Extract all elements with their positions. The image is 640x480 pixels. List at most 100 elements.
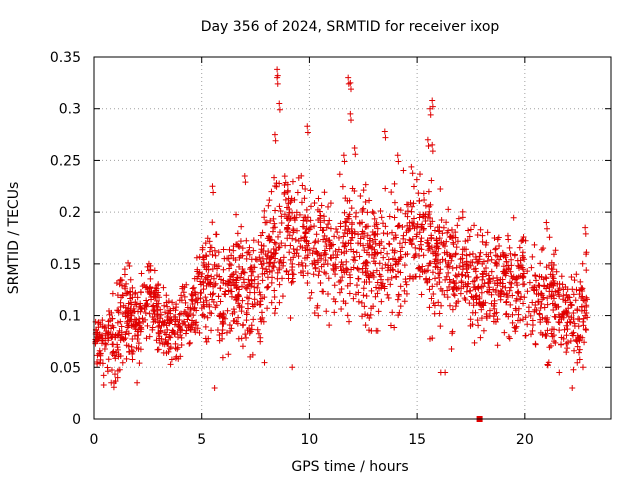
data-point bbox=[197, 295, 204, 302]
data-point bbox=[360, 292, 367, 299]
data-point bbox=[325, 221, 332, 228]
data-point bbox=[139, 283, 146, 290]
y-tick-label: 0.35 bbox=[50, 50, 81, 66]
data-point bbox=[257, 316, 264, 323]
data-point bbox=[579, 364, 586, 371]
data-point bbox=[111, 371, 118, 378]
data-point bbox=[563, 340, 570, 347]
data-point bbox=[283, 268, 290, 275]
data-point bbox=[479, 238, 486, 245]
data-point bbox=[243, 255, 250, 262]
data-point bbox=[427, 220, 434, 227]
data-point bbox=[509, 292, 516, 299]
data-point bbox=[397, 207, 404, 214]
data-point bbox=[209, 219, 216, 226]
data-point bbox=[366, 327, 373, 334]
data-point bbox=[357, 235, 364, 242]
data-point bbox=[482, 264, 489, 271]
data-point bbox=[248, 256, 255, 263]
data-point bbox=[410, 254, 417, 261]
data-point bbox=[303, 218, 310, 225]
data-point bbox=[462, 272, 469, 279]
data-point bbox=[470, 296, 477, 303]
data-point bbox=[445, 283, 452, 290]
data-point bbox=[191, 304, 198, 311]
data-point bbox=[488, 300, 495, 307]
data-point bbox=[559, 281, 566, 288]
data-point bbox=[516, 244, 523, 251]
data-point bbox=[341, 229, 348, 236]
data-point bbox=[123, 280, 130, 287]
data-point bbox=[574, 315, 581, 322]
data-point bbox=[300, 217, 307, 224]
data-point bbox=[129, 284, 136, 291]
data-point bbox=[226, 280, 233, 287]
data-point bbox=[467, 316, 474, 323]
data-point bbox=[335, 234, 342, 241]
data-point bbox=[583, 267, 590, 274]
data-point bbox=[379, 280, 386, 287]
data-point bbox=[317, 280, 324, 287]
data-point bbox=[491, 235, 498, 242]
data-point bbox=[322, 251, 329, 258]
y-tick-label: 0 bbox=[72, 412, 81, 428]
data-point bbox=[492, 252, 499, 259]
data-point bbox=[409, 235, 416, 242]
data-point bbox=[115, 307, 122, 314]
data-point bbox=[310, 271, 317, 278]
data-point bbox=[379, 265, 386, 272]
data-point bbox=[352, 213, 359, 220]
data-point bbox=[507, 250, 514, 257]
data-point bbox=[246, 325, 253, 332]
data-point bbox=[359, 265, 366, 272]
data-point bbox=[178, 292, 185, 299]
data-point bbox=[459, 251, 466, 258]
data-point bbox=[552, 247, 559, 254]
data-point bbox=[327, 254, 334, 261]
data-point bbox=[514, 282, 521, 289]
data-point bbox=[390, 267, 397, 274]
data-point bbox=[202, 294, 209, 301]
data-point bbox=[132, 299, 139, 306]
data-point bbox=[168, 356, 175, 363]
data-point bbox=[355, 298, 362, 305]
data-point bbox=[360, 205, 367, 212]
data-point bbox=[264, 274, 271, 281]
data-point bbox=[319, 288, 326, 295]
data-point bbox=[235, 300, 242, 307]
data-point bbox=[538, 246, 545, 253]
data-point bbox=[134, 379, 141, 386]
data-point bbox=[230, 243, 237, 250]
data-point bbox=[384, 262, 391, 269]
data-point bbox=[219, 354, 226, 361]
data-point bbox=[332, 254, 339, 261]
data-point bbox=[107, 317, 114, 324]
data-point bbox=[433, 235, 440, 242]
data-point bbox=[327, 225, 334, 232]
data-point bbox=[429, 141, 436, 148]
data-point bbox=[500, 253, 507, 260]
data-point bbox=[396, 240, 403, 247]
data-point bbox=[342, 195, 349, 202]
data-point bbox=[271, 174, 278, 181]
data-point bbox=[182, 299, 189, 306]
data-point bbox=[143, 335, 150, 342]
data-point bbox=[481, 268, 488, 275]
data-point bbox=[310, 245, 317, 252]
data-point bbox=[264, 305, 271, 312]
y-tick-label: 0.05 bbox=[50, 360, 81, 376]
data-point bbox=[478, 300, 485, 307]
data-point bbox=[109, 290, 116, 297]
data-point bbox=[478, 306, 485, 313]
data-point bbox=[276, 281, 283, 288]
data-point bbox=[417, 238, 424, 245]
data-point bbox=[178, 342, 185, 349]
data-point bbox=[347, 280, 354, 287]
data-point bbox=[268, 236, 275, 243]
data-point bbox=[576, 334, 583, 341]
data-point bbox=[471, 222, 478, 229]
data-point bbox=[155, 323, 162, 330]
data-point bbox=[173, 304, 180, 311]
data-point bbox=[552, 301, 559, 308]
data-point bbox=[222, 315, 229, 322]
